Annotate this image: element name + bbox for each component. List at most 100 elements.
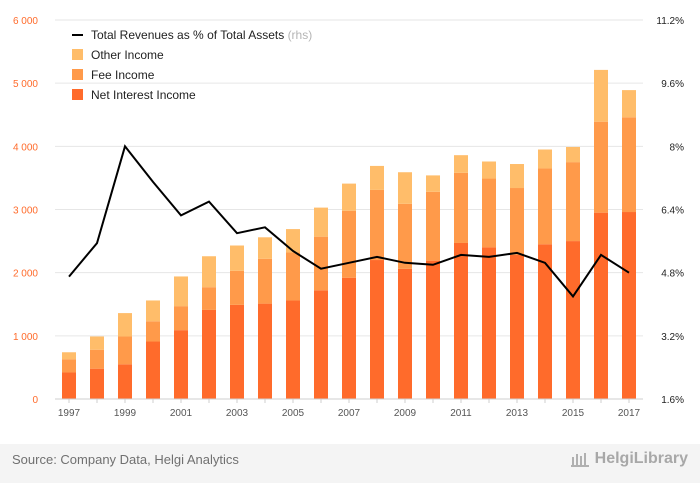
brand: HelgiLibrary — [570, 450, 688, 468]
x-tick-label: 2005 — [282, 408, 305, 419]
bar-net-interest-income — [230, 304, 244, 399]
bars — [62, 69, 636, 399]
bar-fee-income — [146, 321, 160, 342]
bar-other-income — [146, 300, 160, 322]
bar-net-interest-income — [510, 254, 524, 399]
bar-other-income — [230, 245, 244, 271]
revenue-ratio-line — [68, 144, 630, 299]
bar-net-interest-income — [538, 244, 552, 399]
bar-net-interest-income — [370, 260, 384, 399]
bar-fee-income — [538, 168, 552, 245]
y-right-tick-label: 3.2% — [661, 332, 684, 343]
bar-fee-income — [482, 178, 496, 248]
bar-other-income — [622, 90, 636, 118]
bar-net-interest-income — [118, 364, 132, 399]
y-left-tick-label: 0 — [32, 395, 38, 406]
line-total-revenues-pct-assets — [68, 144, 630, 299]
bar-other-income — [426, 175, 440, 192]
bar-net-interest-income — [454, 242, 468, 399]
bar-fee-income — [510, 188, 524, 255]
legend: Total Revenues as % of Total Assets (rhs… — [72, 28, 312, 102]
bar-fee-income — [286, 252, 300, 301]
footer: Source: Company Data, Helgi Analytics He… — [0, 444, 700, 483]
bar-net-interest-income — [482, 247, 496, 399]
bar-fee-income — [62, 359, 76, 373]
x-tick-label: 2007 — [338, 408, 361, 419]
bar-fee-income — [622, 117, 636, 213]
x-tick-label: 1997 — [58, 408, 81, 419]
y-right-tick-label: 1.6% — [661, 395, 684, 406]
legend-label: Net Interest Income — [91, 88, 196, 102]
bar-fee-income — [398, 203, 412, 269]
bar-fee-income — [258, 258, 272, 304]
bar-net-interest-income — [146, 341, 160, 399]
bar-fee-income — [566, 162, 580, 242]
axes: 0 1 000 2 000 3 000 4 000 5 000 6 000 1.6% 3.2% 4… — [13, 16, 684, 419]
bar-net-interest-income — [398, 268, 412, 399]
bar-other-income — [510, 164, 524, 189]
bar-net-interest-income — [426, 260, 440, 399]
y-right-tick-label: 6.4% — [661, 206, 684, 217]
bar-net-interest-income — [258, 303, 272, 399]
bar-fee-income — [454, 172, 468, 243]
bar-net-interest-income — [342, 277, 356, 399]
bar-other-income — [62, 352, 76, 360]
stacked-bar-line-chart: 0 1 000 2 000 3 000 4 000 5 000 6 000 1.6% 3.2% 4… — [13, 16, 684, 419]
bar-other-income — [258, 237, 272, 259]
bar-other-income — [118, 313, 132, 337]
bar-other-income — [482, 161, 496, 179]
legend-label: Other Income — [91, 48, 164, 62]
bar-net-interest-income — [202, 309, 216, 399]
bar-fee-income — [202, 287, 216, 310]
x-tick-label: 2015 — [562, 408, 585, 419]
bar-net-interest-income — [62, 372, 76, 399]
bar-net-interest-income — [90, 368, 104, 399]
source-text: Source: Company Data, Helgi Analytics — [12, 452, 239, 467]
x-tick-label: 2009 — [394, 408, 417, 419]
y-right-tick-label: 4.8% — [661, 269, 684, 280]
x-tick-label: 2017 — [618, 408, 641, 419]
bar-net-interest-income — [622, 212, 636, 399]
bar-other-income — [314, 207, 328, 237]
y-right-tick-label: 9.6% — [661, 79, 684, 90]
y-left-tick-label: 2 000 — [13, 269, 38, 280]
bar-fee-income — [314, 236, 328, 291]
bar-other-income — [454, 155, 468, 173]
x-tick-label: 2011 — [450, 408, 472, 419]
x-tick-label: 2003 — [226, 408, 249, 419]
bar-fee-income — [90, 349, 104, 369]
bar-other-income — [174, 276, 188, 307]
bar-net-interest-income — [314, 290, 328, 399]
bar-other-income — [398, 172, 412, 204]
legend-swatch — [72, 49, 83, 60]
bar-other-income — [286, 229, 300, 253]
x-tick-label: 2013 — [506, 408, 529, 419]
bar-other-income — [566, 146, 580, 163]
y-left-tick-label: 4 000 — [13, 142, 38, 153]
bar-net-interest-income — [594, 212, 608, 399]
bar-net-interest-income — [286, 300, 300, 399]
y-left-tick-label: 3 000 — [13, 206, 38, 217]
bar-other-income — [90, 336, 104, 350]
x-tick-label: 1999 — [114, 408, 137, 419]
legend-swatch — [72, 69, 83, 80]
bar-fee-income — [426, 191, 440, 261]
bar-fee-income — [370, 189, 384, 261]
x-tick-label: 2001 — [170, 408, 193, 419]
bar-net-interest-income — [566, 241, 580, 399]
legend-label: Fee Income — [91, 68, 155, 82]
bar-fee-income — [118, 336, 132, 365]
y-right-tick-label: 11.2% — [656, 16, 684, 27]
legend-label: Total Revenues as % of Total Assets (rhs… — [91, 28, 312, 42]
y-left-tick-label: 5 000 — [13, 79, 38, 90]
bar-other-income — [342, 183, 356, 211]
legend-swatch — [72, 89, 83, 100]
y-right-tick-label: 8% — [670, 142, 685, 153]
bar-other-income — [202, 256, 216, 288]
bar-fee-income — [174, 306, 188, 331]
bar-net-interest-income — [174, 330, 188, 399]
brand-name: HelgiLibrary — [594, 450, 688, 467]
y-left-tick-label: 6 000 — [13, 16, 38, 27]
y-left-tick-label: 1 000 — [13, 332, 38, 343]
